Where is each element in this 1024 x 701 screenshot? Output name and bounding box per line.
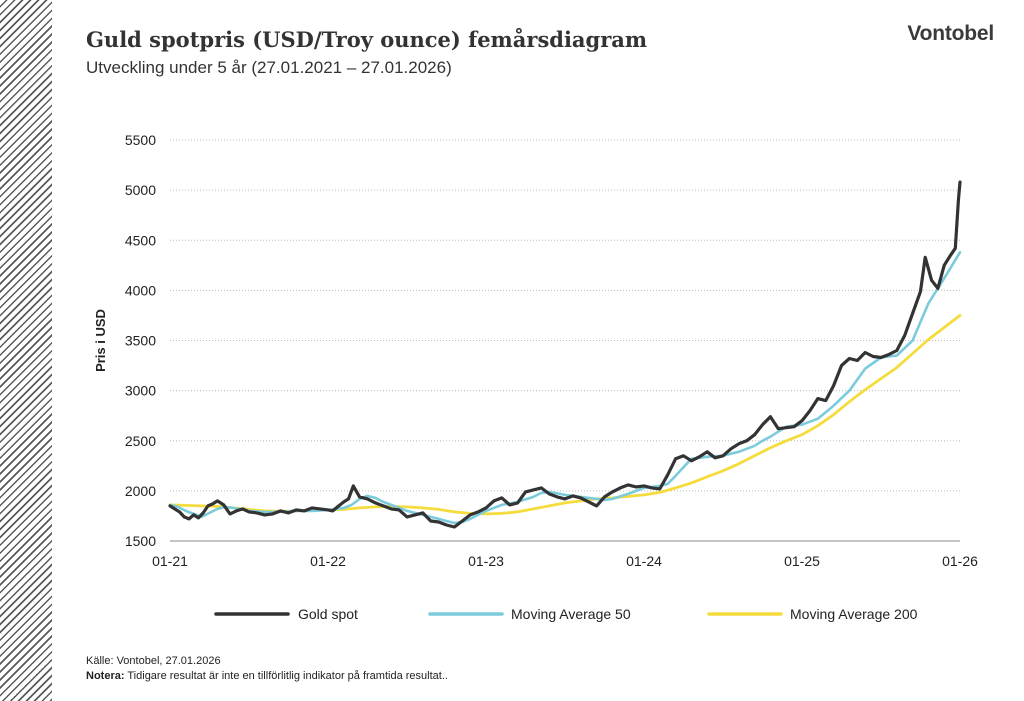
y-tick-label: 4000 xyxy=(125,282,156,298)
footer-source: Källe: Vontobel, 27.01.2026 xyxy=(86,655,221,667)
y-tick-label: 1500 xyxy=(125,533,156,549)
legend-ma200-label: Moving Average 200 xyxy=(790,606,918,622)
x-tick-label: 01-24 xyxy=(626,553,662,569)
footer-note: Notera: Tidigare resultat är inte en til… xyxy=(86,669,448,684)
footer-note-label: Notera: xyxy=(86,670,125,682)
y-tick-label: 4500 xyxy=(125,232,156,248)
footer: Källe: Vontobel, 27.01.2026 Notera: Tidi… xyxy=(86,654,448,684)
chart-subtitle: Utveckling under 5 år (27.01.2021 – 27.0… xyxy=(86,58,452,77)
y-axis-label: Pris i USD xyxy=(93,309,108,372)
series-line-gold-spot xyxy=(168,180,962,529)
hatched-margin xyxy=(0,0,52,701)
y-tick-label: 2500 xyxy=(125,433,156,449)
y-tick-label: 2000 xyxy=(125,483,156,499)
series-line-ma200 xyxy=(168,313,962,516)
y-tick-label: 5000 xyxy=(125,182,156,198)
chart-title: Guld spotpris (USD/Troy ounce) femårsdia… xyxy=(86,27,648,52)
y-tick-label: 3500 xyxy=(125,333,156,349)
x-tick-label: 01-21 xyxy=(152,553,188,569)
x-tick-label: 01-26 xyxy=(942,553,978,569)
x-tick-label: 01-23 xyxy=(468,553,504,569)
y-tick-label: 3000 xyxy=(125,383,156,399)
series-line-ma50 xyxy=(168,251,962,525)
vontobel-logo: Vontobel xyxy=(907,22,994,45)
legend-ma50-label: Moving Average 50 xyxy=(511,606,631,622)
x-tick-label: 01-25 xyxy=(784,553,820,569)
x-tick-label: 01-22 xyxy=(310,553,346,569)
footer-note-text: Tidigare resultat är inte en tillförlitl… xyxy=(124,670,448,682)
y-tick-label: 5500 xyxy=(125,132,156,148)
legend-gold-spot-label: Gold spot xyxy=(298,606,358,622)
